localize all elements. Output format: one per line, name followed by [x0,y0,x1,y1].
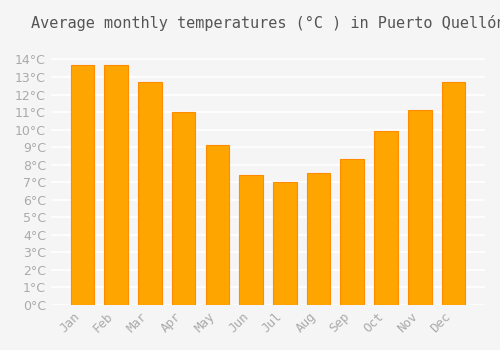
Bar [172,112,196,305]
Bar [70,65,94,305]
Bar [408,110,432,305]
Bar [206,145,229,305]
Bar [138,82,162,305]
Bar [340,160,364,305]
Bar [374,131,398,305]
Bar [240,175,263,305]
Title: Average monthly temperatures (°C ) in Puerto Quellón: Average monthly temperatures (°C ) in Pu… [30,15,500,31]
Bar [273,182,296,305]
Bar [306,174,330,305]
Bar [104,65,128,305]
Bar [442,82,466,305]
